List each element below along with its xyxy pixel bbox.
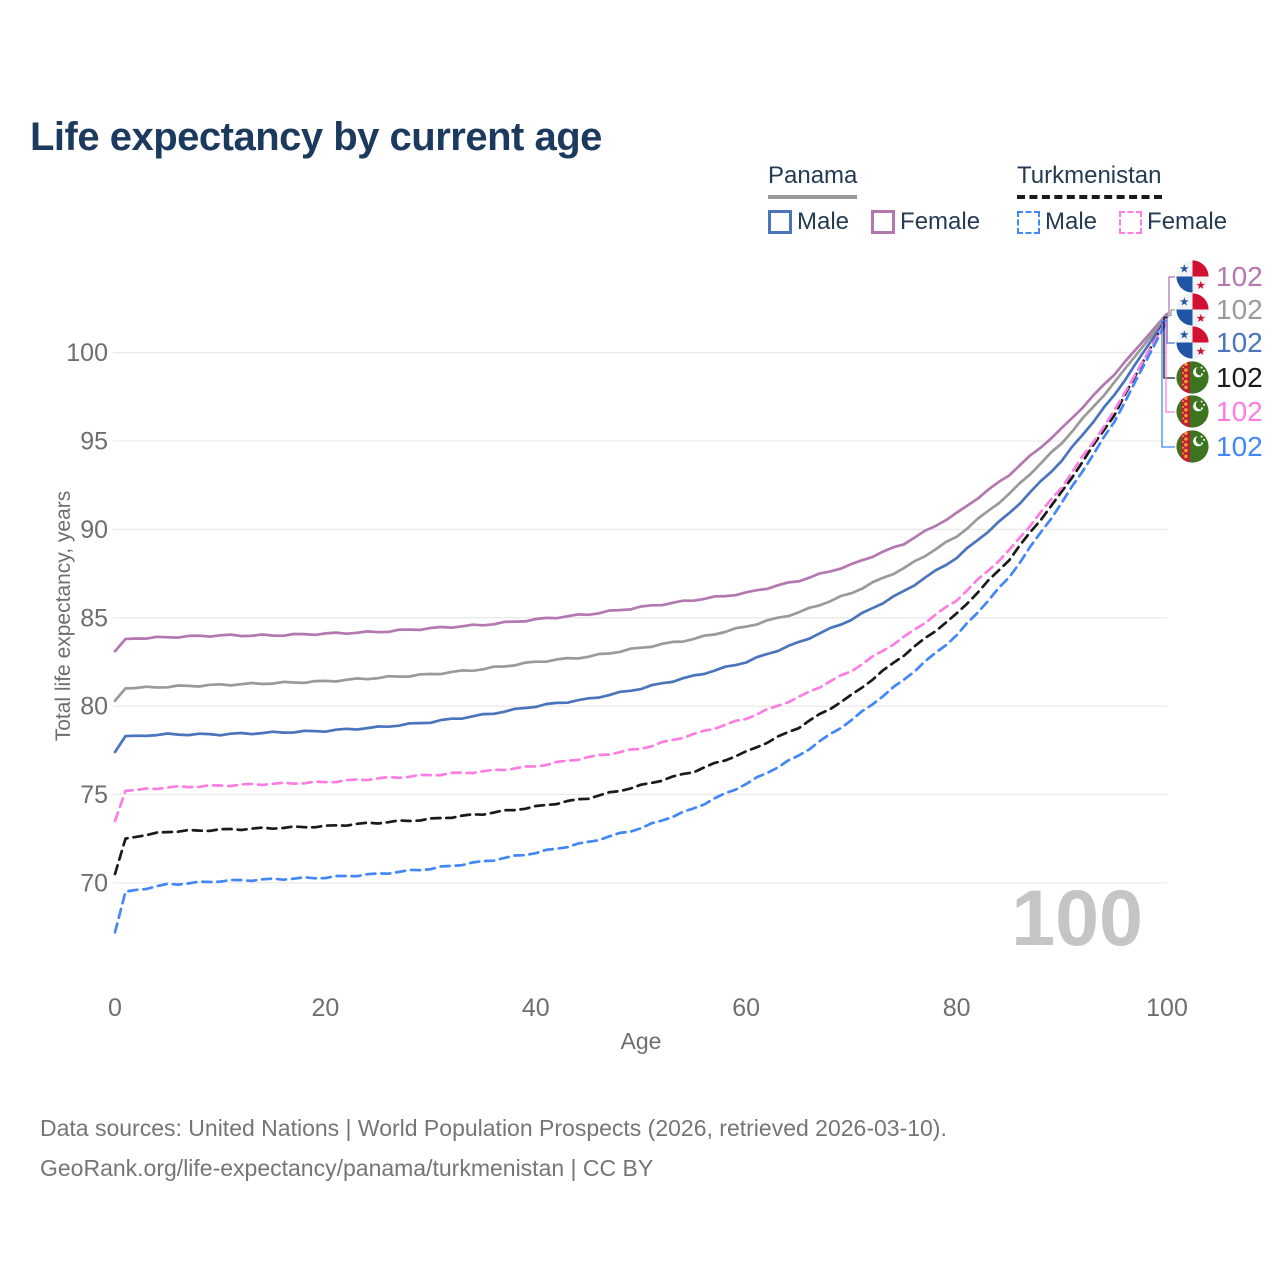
legend-swatch-icon (768, 210, 792, 234)
end-label-value: 102 (1216, 293, 1263, 325)
end-label-connector (1161, 320, 1175, 448)
legend-item-turkmenistan-male[interactable]: Male (1017, 208, 1097, 236)
end-label-row: ★ ★ 102 (1176, 326, 1263, 359)
series-line-panama-both-sexes[interactable] (113, 314, 1169, 703)
y-tick-label: 95 (80, 428, 108, 456)
series-line-panama-female[interactable] (113, 312, 1169, 653)
legend-item-label: Male (1045, 208, 1098, 235)
watermark-100: 100 (1011, 873, 1143, 962)
x-tick-label: 0 (108, 994, 122, 1022)
series-line-turkmenistan-both-sexes[interactable] (113, 316, 1169, 876)
legend-country-label[interactable]: Panama (768, 162, 858, 199)
legend-swatch-icon (1017, 210, 1040, 234)
end-label-value: 102 (1216, 430, 1263, 462)
legend-swatch-icon (871, 210, 896, 234)
svg-text:★: ★ (1179, 263, 1189, 275)
y-tick-label: 100 (66, 339, 108, 367)
svg-text:★: ★ (1196, 280, 1206, 292)
legend-item-panama-male[interactable]: Male (768, 208, 849, 236)
panama-flag-icon: ★ ★ (1176, 260, 1209, 293)
end-label-value: 102 (1216, 326, 1263, 358)
svg-text:★: ★ (1179, 329, 1189, 341)
svg-text:★: ★ (1196, 346, 1206, 358)
end-label-row: ★ ★ 102 (1176, 293, 1263, 326)
data-sources-text: Data sources: United Nations | World Pop… (40, 1115, 947, 1141)
page-title: Life expectancy by current age (30, 114, 602, 159)
x-tick-label: 60 (732, 994, 760, 1022)
end-label-value: 102 (1216, 395, 1263, 427)
end-label-connector (1167, 276, 1175, 315)
turkmenistan-flag-icon (1176, 361, 1209, 394)
end-label-connector (1163, 316, 1175, 379)
legend-item-label: Male (797, 208, 850, 235)
end-label-row: ★ ★ 102 (1176, 260, 1263, 293)
x-tick-label: 20 (311, 994, 339, 1022)
x-tick-label: 100 (1146, 994, 1188, 1022)
legend-item-label: Female (1147, 208, 1228, 235)
legend-country-label[interactable]: Turkmenistan (1017, 162, 1162, 199)
panama-flag-icon: ★ ★ (1176, 293, 1209, 326)
turkmenistan-flag-icon (1176, 430, 1209, 463)
x-tick-label: 40 (522, 994, 550, 1022)
end-label-connector (1166, 317, 1175, 344)
end-label-connector (1167, 309, 1175, 317)
svg-text:★: ★ (1196, 313, 1206, 325)
legend-group-panama: Panama Male Female (768, 162, 980, 236)
legend-swatch-icon (1119, 210, 1143, 234)
legend-group-turkmenistan: Turkmenistan Male Female (1017, 162, 1227, 236)
end-label-row: 102 (1176, 395, 1263, 428)
legend-item-turkmenistan-female[interactable]: Female (1119, 208, 1227, 236)
series-line-turkmenistan-female[interactable] (113, 317, 1169, 823)
series-line-turkmenistan-male[interactable] (113, 319, 1169, 934)
footer: Data sources: United Nations | World Pop… (40, 1108, 947, 1188)
end-label-row: 102 (1176, 430, 1263, 463)
y-tick-label: 70 (80, 869, 108, 897)
svg-text:★: ★ (1179, 296, 1189, 308)
y-tick-label: 75 (80, 781, 108, 809)
y-tick-label: 90 (80, 516, 108, 544)
series-line-panama-male[interactable] (113, 316, 1169, 754)
y-tick-label: 80 (80, 693, 108, 721)
end-label-value: 102 (1216, 260, 1263, 292)
end-label-connector (1165, 318, 1175, 413)
end-label-row: 102 (1176, 361, 1263, 394)
legend-item-panama-female[interactable]: Female (871, 208, 980, 236)
y-tick-label: 85 (80, 604, 108, 632)
turkmenistan-flag-icon (1176, 395, 1209, 428)
end-label-value: 102 (1216, 361, 1263, 393)
x-axis-title: Age (620, 1028, 662, 1054)
source-url-text: GeoRank.org/life-expectancy/panama/turkm… (40, 1155, 654, 1181)
legend-item-label: Female (900, 208, 981, 235)
panama-flag-icon: ★ ★ (1176, 326, 1209, 359)
x-tick-label: 80 (943, 994, 971, 1022)
